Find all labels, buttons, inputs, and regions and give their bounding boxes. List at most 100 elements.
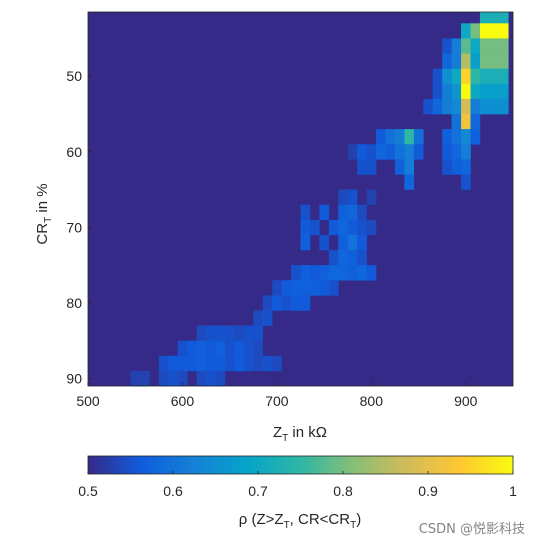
heatmap-cell: [262, 355, 273, 372]
heatmap-cell: [196, 355, 207, 372]
y-tick-label: 80: [66, 295, 82, 311]
colorbar-label: ρ (Z>ZT, CR<CRT): [239, 511, 361, 531]
heatmap-cell: [168, 355, 179, 372]
heatmap-cell: [300, 280, 311, 296]
heatmap-cell: [366, 159, 377, 175]
heatmap-cell: [442, 68, 452, 85]
heatmap-cell: [385, 129, 396, 145]
x-axis-label: ZT in kΩ: [273, 424, 327, 444]
heatmap-cell: [347, 144, 358, 160]
heatmap-cell: [177, 355, 188, 372]
x-tick-label: 900: [454, 393, 478, 409]
heatmap-cell: [187, 340, 197, 357]
heatmap-cell: [442, 129, 452, 145]
heatmap-cell: [461, 159, 471, 175]
heatmap-cell: [385, 144, 396, 160]
heatmap-cell: [196, 325, 207, 341]
heatmap-cell: [338, 204, 349, 221]
plot-frame: [87, 11, 514, 387]
heatmap-cell: [442, 38, 452, 54]
x-tick-label: 600: [171, 393, 195, 409]
heatmap-cell: [328, 219, 339, 236]
heatmap-cell: [479, 68, 490, 85]
heatmap-cell: [461, 83, 471, 100]
heatmap-cell: [272, 355, 282, 372]
heatmap-cell: [319, 280, 330, 296]
heatmap-cell: [309, 280, 320, 296]
heatmap-cell: [442, 144, 452, 160]
heatmap-cell: [177, 370, 188, 387]
heatmap-cell: [451, 38, 462, 54]
heatmap-cell: [309, 265, 320, 281]
heatmap-cell: [451, 129, 462, 145]
heatmap-cell: [196, 340, 207, 357]
heatmap-cell: [451, 114, 462, 130]
heatmap-cell: [489, 98, 500, 115]
heatmap-cell: [498, 83, 509, 100]
heatmap-cell: [376, 129, 386, 145]
heatmap-cell: [451, 68, 462, 85]
heatmap-cell: [347, 250, 358, 266]
heatmap-cell: [328, 250, 339, 266]
heatmap-cell: [479, 12, 490, 24]
heatmap-cell: [347, 234, 358, 251]
heatmap-cell: [413, 144, 424, 160]
heatmap-cell: [432, 98, 443, 115]
heatmap-cell: [291, 265, 301, 281]
colorbar-tick-label: 0.5: [78, 483, 98, 499]
heatmap-cell: [470, 68, 481, 85]
heatmap-cell: [357, 234, 367, 251]
heatmap-cell: [234, 355, 245, 372]
heatmap-cell: [357, 219, 367, 236]
heatmap-cell: [470, 98, 481, 115]
heatmap-cell: [347, 219, 358, 236]
heatmap-cell: [461, 129, 471, 145]
heatmap-cell: [357, 265, 367, 281]
heatmap-cell: [366, 144, 377, 160]
heatmap-cell: [461, 174, 471, 190]
heatmap-cell: [442, 98, 452, 115]
heatmap-cell: [394, 159, 405, 175]
heatmap-cell: [470, 129, 481, 145]
heatmap-cell: [404, 174, 415, 190]
heatmap-cell: [461, 114, 471, 130]
heatmap-cell: [479, 53, 490, 69]
heatmap-cell: [253, 355, 264, 372]
colorbar-ticks: 0.5 0.6 0.7 0.8 0.9 1: [78, 471, 517, 499]
colorbar: 0.5 0.6 0.7 0.8 0.9 1 ρ (Z>ZT, CR<CRT): [78, 455, 517, 531]
y-axis-ticks: 50 60 70 80 90: [66, 68, 92, 386]
heatmap-cell: [451, 144, 462, 160]
heatmap-cell: [328, 265, 339, 281]
heatmap-cell: [262, 295, 273, 311]
heatmap-cell: [338, 189, 349, 205]
heatmap-cell: [206, 370, 216, 387]
heatmap-cell: [489, 83, 500, 100]
heatmap-cell: [338, 234, 349, 251]
heatmap-cell: [347, 189, 358, 205]
heatmap-cell: [451, 53, 462, 69]
heatmap-cell: [215, 325, 226, 341]
heatmap-cell: [319, 234, 330, 251]
heatmap-cell: [432, 83, 443, 100]
x-tick-label: 700: [265, 393, 289, 409]
heatmap-cell: [243, 355, 254, 372]
y-axis-label: CRT in %: [34, 183, 54, 244]
heatmap-cell: [423, 98, 434, 115]
heatmap-cell: [366, 265, 377, 281]
colorbar-tick-label: 0.6: [163, 483, 183, 499]
colorbar-gradient: [87, 455, 514, 475]
heatmap-cell: [272, 295, 282, 311]
heatmap-cell: [470, 83, 481, 100]
heatmap-cell: [338, 219, 349, 236]
heatmap-cell: [347, 265, 358, 281]
heatmap-cell: [498, 68, 509, 85]
heatmap-cell: [234, 325, 245, 341]
heatmap-cell: [413, 129, 424, 145]
heatmap-cell: [489, 38, 500, 54]
heatmap-cell: [272, 280, 282, 296]
heatmap-cell: [243, 340, 254, 357]
heatmap-cell: [328, 280, 339, 296]
heatmap-cell: [479, 23, 490, 39]
y-tick-label: 70: [66, 219, 82, 235]
heatmap-cell: [470, 53, 481, 69]
